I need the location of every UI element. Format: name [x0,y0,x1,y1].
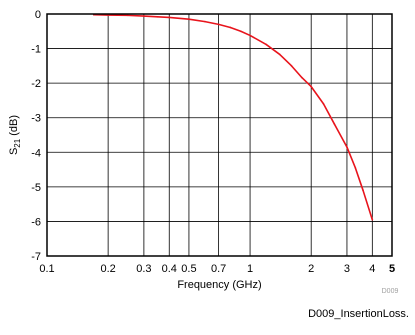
s21-data-point [354,167,357,169]
x-tick-label: 3 [344,263,350,275]
s21-data-point [362,189,364,192]
s21-data-point [217,23,220,26]
plot-frame [46,13,393,257]
s21-data-point [290,65,293,67]
s21-data-point [156,15,159,18]
s21-data-point [322,103,325,105]
s21-data-point [310,85,312,88]
y-tick-label: -4 [31,147,41,159]
x-tick-label: 0.4 [162,263,177,275]
s21-data-point [239,30,242,33]
x-tick-label: 0.7 [211,263,226,275]
y-tick-label: -7 [31,251,41,263]
s21-data-point [333,123,336,125]
s21-data-point [371,218,374,221]
y-axis-title-subscript: 21 [13,138,22,147]
s21-data-point [346,146,348,148]
s21-data-point [204,20,206,23]
y-tick-label: -6 [31,216,41,228]
x-axis-title: Frequency (GHz) [177,279,261,291]
x-tick-label: 0.3 [136,263,151,275]
y-tick-label: -3 [31,113,41,125]
s21-data-point [249,34,251,37]
x-tick-label: 1 [247,263,253,275]
figure-caption: D009_InsertionLoss. [308,308,409,320]
grid-layer [47,14,392,256]
x-tick-label: 5 [389,263,395,275]
y-axis-title-main: S [8,148,20,155]
s21-data-point [127,14,129,17]
series-layer [93,13,374,221]
x-tick-label: 0.1 [39,263,54,275]
s21-data-point [168,16,171,19]
y-tick-label: -1 [31,44,41,56]
s21-data-point [143,15,145,17]
s21-data-point [188,18,190,20]
y-tick-label: -5 [31,182,41,194]
y-tick-label: -2 [31,78,41,90]
x-tick-label: 4 [369,263,375,275]
figure-id: D009 [382,288,399,295]
s21-data-point [265,43,267,46]
s21-series-line [93,13,374,221]
x-tick-label: 0.5 [181,263,196,275]
y-axis-title: S21 (dB) [8,115,22,155]
s21-data-point [301,76,303,79]
tick-label-layer: 0.1 0.2 0.3 0.4 0.5 0.7 1 2 3 4 5 0 -1 -2 -3 -4 -5 -6 -7 [31,9,395,275]
x-tick-label: 2 [308,263,314,275]
y-tick-label: 0 [35,9,41,21]
x-tick-label: 0.2 [100,263,115,275]
s21-data-point [229,26,232,29]
y-axis-title-unit: (dB) [8,115,20,139]
s21-data-point [278,53,281,56]
